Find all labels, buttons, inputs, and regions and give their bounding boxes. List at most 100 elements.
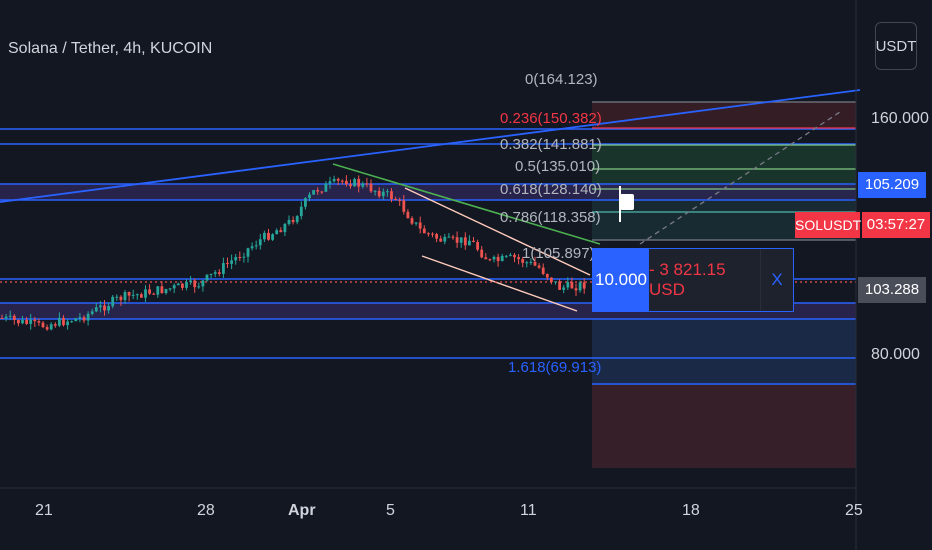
candle-body	[0, 318, 4, 319]
fib-label-1618: 1.618(69.913)	[508, 359, 602, 376]
candle-body	[62, 317, 65, 326]
candle-body	[365, 183, 369, 185]
last-price-tag: 103.288	[858, 277, 926, 303]
candle-body	[115, 296, 119, 298]
price-axis-label-80: 80.000	[871, 346, 920, 363]
candle-body	[509, 254, 512, 256]
candle-body	[99, 305, 102, 308]
candle-body	[496, 256, 500, 262]
candle-body	[250, 246, 254, 249]
candle-body	[12, 315, 16, 320]
fib-zone-red	[592, 102, 856, 128]
candle-body	[574, 288, 578, 291]
candle-body	[316, 190, 320, 192]
candle-body	[349, 184, 352, 187]
candle-body	[33, 319, 37, 322]
candle-body	[521, 259, 525, 263]
candle-body	[308, 194, 311, 199]
candle-body	[550, 277, 553, 282]
candle-body	[152, 293, 156, 295]
candle-body	[49, 324, 53, 330]
candle-body	[476, 241, 479, 250]
time-label-11: 11	[520, 502, 537, 519]
candle-body	[541, 267, 545, 275]
candle-body	[578, 282, 582, 291]
candle-body	[74, 318, 78, 322]
candle-body	[533, 261, 537, 266]
countdown-tag: 03:57:27	[862, 212, 930, 238]
candle-body	[230, 260, 233, 264]
price-axis-label-160: 160.000	[871, 110, 929, 127]
order-panel[interactable]: 10.000 - 3 821.15 USD X	[592, 248, 794, 312]
candle-body	[295, 216, 299, 223]
candle-body	[258, 239, 262, 246]
candle-body	[562, 287, 566, 290]
time-label-28: 28	[197, 502, 215, 519]
candle-body	[254, 245, 258, 247]
candle-body	[340, 180, 344, 182]
candle-body	[447, 236, 451, 238]
candle-body	[332, 178, 336, 182]
candle-body	[242, 256, 246, 258]
position-loss-zone-red	[592, 385, 856, 468]
candle-body	[459, 237, 463, 243]
candle-body	[291, 219, 295, 223]
candle-body	[66, 321, 69, 326]
candle-body	[29, 319, 33, 324]
flag-marker-icon[interactable]	[617, 184, 637, 224]
candle-body	[304, 198, 307, 207]
candle-body	[70, 321, 74, 323]
candle-body	[156, 286, 160, 295]
candle-body	[144, 289, 147, 298]
order-pnl: - 3 821.15 USD	[649, 249, 761, 311]
candle-body	[168, 288, 172, 290]
candle-body	[386, 191, 389, 193]
symbol-tag: SOLUSDT	[795, 212, 861, 238]
candle-body	[17, 319, 20, 324]
candle-body	[140, 294, 143, 298]
projection-dashed	[639, 111, 841, 245]
candle-body	[525, 262, 529, 264]
candle-body	[21, 319, 24, 324]
candle-body	[312, 190, 315, 195]
candle-body	[41, 322, 45, 328]
candle-body	[181, 283, 184, 288]
alert-price-tag[interactable]: 105.209	[858, 172, 926, 198]
candle-body	[127, 292, 131, 296]
currency-button[interactable]: USDT	[875, 22, 917, 70]
candle-body	[78, 317, 82, 319]
candle-body	[336, 178, 340, 181]
candle-body	[484, 257, 488, 260]
candle-body	[25, 319, 28, 324]
candle-body	[427, 233, 430, 235]
candle-body	[53, 324, 57, 326]
candle-body	[37, 321, 41, 323]
fib-label-1: 1(105.897)	[522, 245, 595, 262]
candle-body	[107, 306, 110, 311]
candle-body	[185, 282, 188, 288]
candle-body	[222, 263, 225, 274]
candle-body	[135, 294, 139, 296]
candle-body	[455, 237, 459, 243]
candle-body	[558, 281, 561, 290]
candle-body	[263, 232, 266, 240]
candle-body	[320, 191, 324, 193]
candle-body	[189, 280, 192, 283]
candle-body	[480, 249, 484, 258]
candle-body	[58, 317, 61, 326]
order-quantity[interactable]: 10.000	[593, 249, 649, 311]
candle-body	[468, 240, 471, 246]
candle-body	[443, 236, 447, 242]
candle-body	[324, 183, 328, 192]
candle-body	[4, 316, 8, 319]
candle-body	[398, 199, 402, 201]
candle-body	[201, 280, 205, 287]
candle-body	[160, 286, 164, 294]
candle-body	[406, 211, 410, 219]
fib-label-0618: 0.618(128.140)	[500, 181, 602, 198]
candle-body	[148, 289, 151, 294]
candle-body	[82, 317, 86, 321]
close-order-button[interactable]: X	[771, 270, 783, 289]
fib-label-0: 0(164.123)	[525, 71, 598, 88]
candle-body	[90, 311, 94, 314]
